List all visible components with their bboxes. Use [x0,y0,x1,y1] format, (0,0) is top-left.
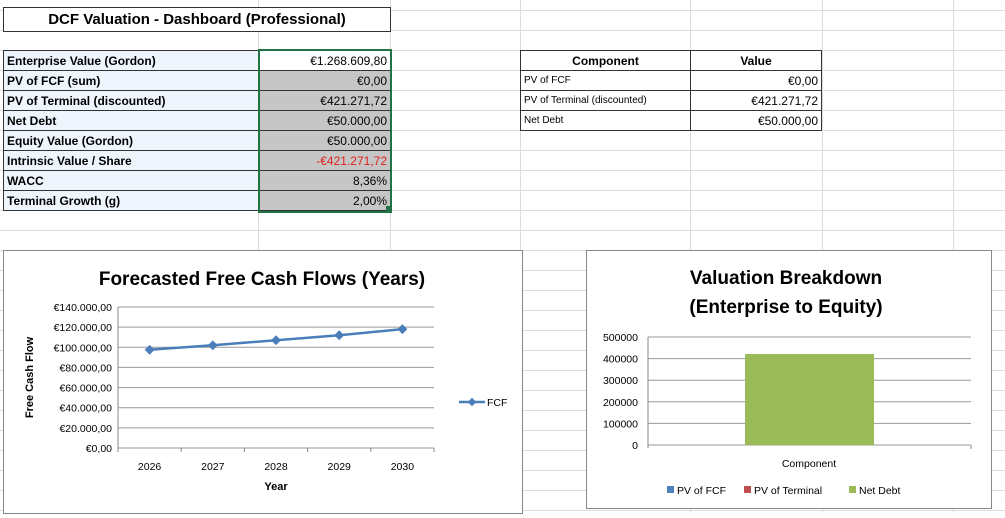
y-tick-label: 300000 [603,375,638,387]
legend-label: PV of Terminal [754,485,822,497]
kpi-label[interactable]: Enterprise Value (Gordon) [3,50,260,71]
x-tick-label: Component [782,458,836,470]
data-point [144,344,155,355]
kpi-label[interactable]: Equity Value (Gordon) [3,130,260,151]
kpi-value[interactable]: -€421.271,72 [259,150,391,171]
y-tick-label: 500000 [603,332,638,344]
component-name[interactable]: PV of FCF [520,70,691,91]
x-tick-label: 2026 [138,461,162,473]
y-axis-title: Free Cash Flow [24,336,36,418]
y-tick-label: €60.000,00 [59,383,112,395]
kpi-label[interactable]: Intrinsic Value / Share [3,150,260,171]
kpi-row: PV of Terminal (discounted) €421.271,72 [3,90,391,111]
kpi-row: Net Debt €50.000,00 [3,110,391,131]
data-point [334,330,345,341]
y-tick-label: €120.000,00 [54,322,113,334]
header-component[interactable]: Component [520,50,691,71]
legend-swatch [744,486,751,493]
y-tick-label: 200000 [603,397,638,409]
y-tick-label: €140.000,00 [54,302,113,314]
y-tick-label: 400000 [603,354,638,366]
component-name[interactable]: Net Debt [520,110,691,131]
y-tick-label: 100000 [603,418,638,430]
legend-label: PV of FCF [677,485,726,497]
kpi-row: Terminal Growth (g) 2,00% [3,190,391,211]
x-axis-title: Year [264,481,288,493]
header-value[interactable]: Value [690,50,822,71]
y-tick-label: €40.000,00 [59,403,112,415]
kpi-label[interactable]: PV of Terminal (discounted) [3,90,260,111]
kpi-value[interactable]: 2,00% [259,190,391,211]
kpi-value[interactable]: €1.268.609,80 [259,50,391,71]
component-name[interactable]: PV of Terminal (discounted) [520,90,691,111]
kpi-table: Enterprise Value (Gordon) €1.268.609,80 PV… [3,50,391,211]
legend-label: FCF [487,397,507,409]
component-row: Net Debt €50.000,00 [520,110,822,131]
component-value[interactable]: €50.000,00 [690,110,822,131]
kpi-row: Intrinsic Value / Share -€421.271,72 [3,150,391,171]
y-tick-label: €100.000,00 [54,342,113,354]
kpi-row: WACC 8,36% [3,170,391,191]
chart-title: Forecasted Free Cash Flows (Years) [99,269,425,290]
x-tick-label: 2029 [328,461,352,473]
chart-title: (Enterprise to Equity) [689,297,882,318]
kpi-row: Enterprise Value (Gordon) €1.268.609,80 [3,50,391,71]
y-tick-label: 0 [632,440,638,452]
legend-marker [467,397,477,407]
component-row: PV of Terminal (discounted) €421.271,72 [520,90,822,111]
legend-swatch [849,486,856,493]
kpi-value[interactable]: €421.271,72 [259,90,391,111]
component-table: Component Value PV of FCF €0,00 PV of Termi… [520,50,822,131]
kpi-label[interactable]: WACC [3,170,260,191]
data-point [397,324,408,335]
fill-handle[interactable] [386,206,391,211]
y-tick-label: €80.000,00 [59,362,112,374]
component-row: PV of FCF €0,00 [520,70,822,91]
component-value[interactable]: €0,00 [690,70,822,91]
kpi-row: Equity Value (Gordon) €50.000,00 [3,130,391,151]
kpi-label[interactable]: PV of FCF (sum) [3,70,260,91]
valuation-bar-chart[interactable]: Valuation Breakdown (Enterprise to Equity… [586,250,992,509]
y-tick-label: €0,00 [86,443,112,455]
kpi-label[interactable]: Net Debt [3,110,260,131]
kpi-label[interactable]: Terminal Growth (g) [3,190,260,211]
data-point [207,340,218,351]
legend-swatch [667,486,674,493]
fcf-line-chart[interactable]: Forecasted Free Cash Flows (Years) €0,00 €… [3,250,523,514]
kpi-row: PV of FCF (sum) €0,00 [3,70,391,91]
dashboard-title[interactable]: DCF Valuation - Dashboard (Professional) [3,7,391,32]
x-tick-label: 2027 [201,461,225,473]
x-tick-label: 2028 [264,461,288,473]
component-value[interactable]: €421.271,72 [690,90,822,111]
x-tick-label: 2030 [391,461,415,473]
y-tick-label: €20.000,00 [59,423,112,435]
data-point [271,335,281,346]
chart-title: Valuation Breakdown [690,268,882,289]
kpi-value[interactable]: €50.000,00 [259,130,391,151]
kpi-value[interactable]: €0,00 [259,70,391,91]
kpi-value[interactable]: 8,36% [259,170,391,191]
kpi-value[interactable]: €50.000,00 [259,110,391,131]
bar-net-debt [745,354,874,445]
legend-label: Net Debt [859,485,901,497]
